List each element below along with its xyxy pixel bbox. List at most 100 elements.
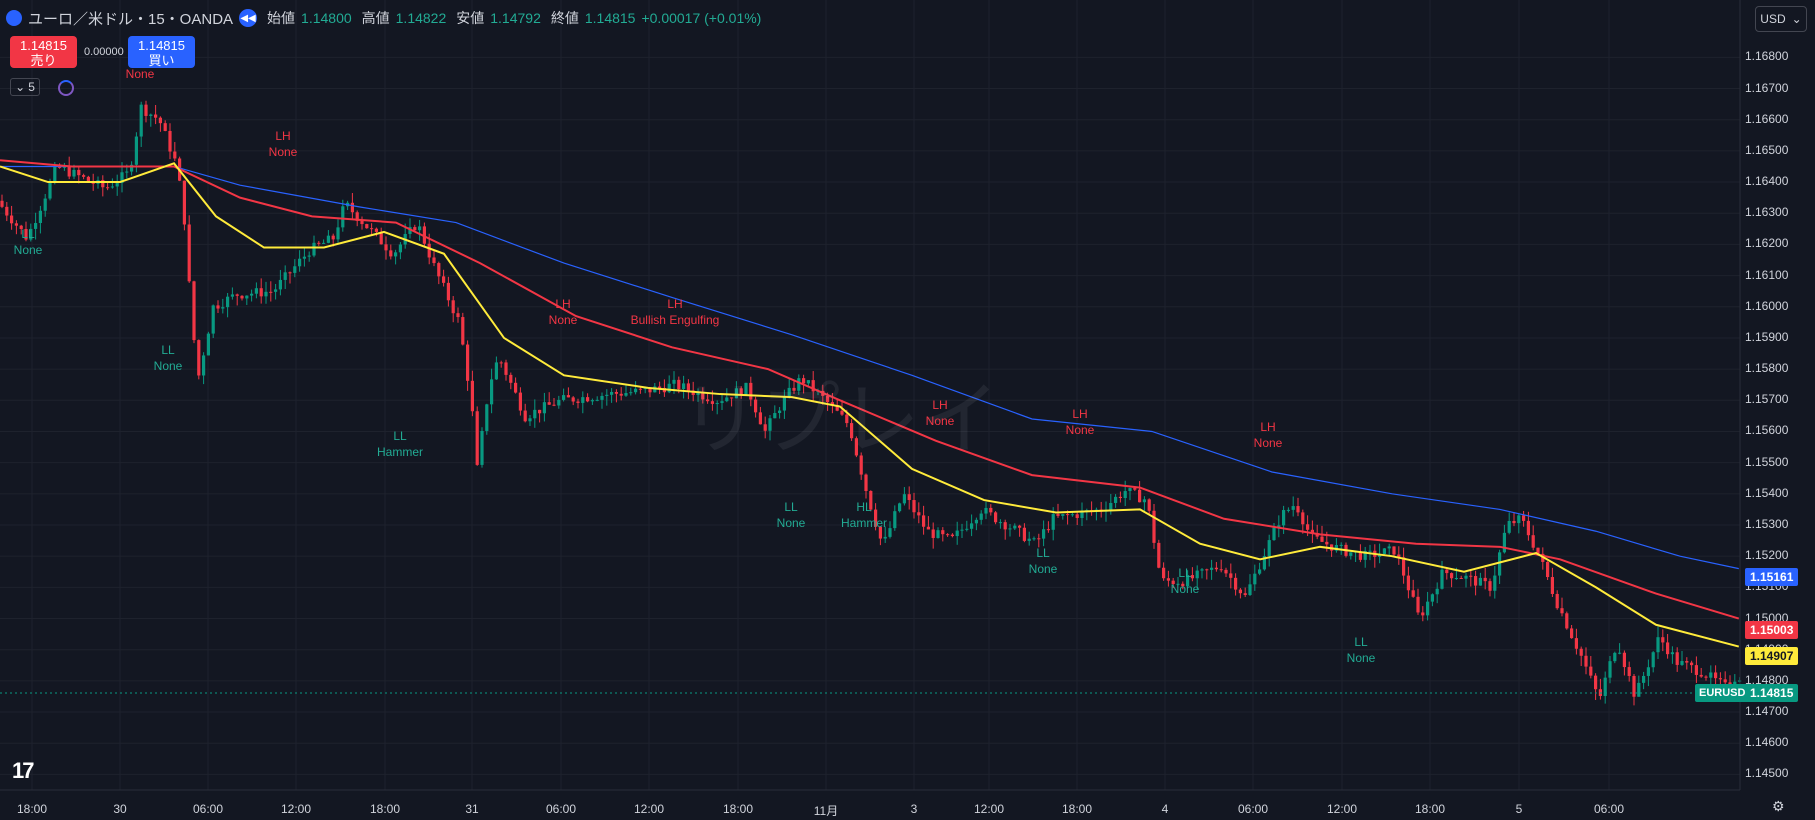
candle-body: [1502, 532, 1506, 553]
candle-body: [974, 519, 978, 524]
candle-body: [1704, 676, 1708, 678]
change-value: +0.00017 (+0.01%): [641, 10, 762, 26]
candle-body: [1205, 569, 1209, 571]
candle-body: [1440, 569, 1444, 589]
swing-pattern: None: [1346, 651, 1376, 665]
gear-icon[interactable]: ⚙: [1772, 798, 1785, 814]
swing-pattern: None: [1253, 436, 1283, 450]
candle-body: [1310, 529, 1314, 534]
candle-body: [197, 340, 201, 376]
tradingview-logo[interactable]: 17: [12, 758, 35, 783]
candle-body: [1368, 550, 1372, 552]
candle-body: [1181, 583, 1185, 587]
candle-body: [1709, 672, 1713, 678]
swing-type: LL: [784, 500, 798, 514]
low-label: 安値: [456, 10, 485, 26]
candle-body: [1142, 499, 1146, 503]
price-tick-label: 1.14800: [1745, 672, 1789, 687]
swing-label: LL None: [1347, 634, 1376, 666]
candle-body: [274, 289, 278, 292]
candle-body: [427, 243, 431, 258]
candle-body: [739, 388, 743, 396]
swing-label: LH None: [1066, 406, 1095, 438]
candle-body: [696, 392, 700, 395]
candle-body: [1008, 528, 1012, 530]
candle-body: [1363, 550, 1367, 560]
open-label: 始値: [267, 10, 296, 26]
swing-label-cut: None: [125, 67, 155, 81]
candle-body: [144, 104, 148, 116]
candle-body: [1301, 512, 1305, 525]
candle-body: [1176, 583, 1180, 585]
candle-body: [317, 242, 321, 244]
swing-type: LH: [1072, 407, 1088, 421]
replay-icon[interactable]: ◀◀: [239, 9, 258, 27]
sell-button[interactable]: 1.14815 売り: [10, 36, 77, 68]
candle-body: [1253, 573, 1257, 585]
candle-body: [1416, 596, 1420, 613]
candle-body: [470, 380, 474, 412]
candle-body: [1459, 577, 1463, 579]
candle-body: [960, 529, 964, 531]
symbol-flag-icon: [6, 10, 22, 26]
swing-type: LL: [1178, 566, 1192, 580]
candle-body: [422, 226, 426, 244]
currency-button[interactable]: USD ⌄: [1755, 6, 1807, 32]
time-tick-label: 06:00: [1237, 802, 1269, 816]
price-tick-label: 1.16700: [1745, 80, 1789, 95]
candle-body: [1646, 667, 1650, 676]
price-tick-label: 1.14700: [1745, 704, 1789, 719]
candle-body: [562, 395, 566, 400]
candle-body: [139, 104, 143, 137]
candle-body: [379, 231, 383, 245]
swing-pattern: None: [925, 414, 955, 428]
indicators-toggle[interactable]: ⌄ 5: [10, 78, 40, 96]
candle-body: [1037, 538, 1041, 540]
candle-body: [542, 402, 546, 414]
candle-body: [523, 410, 527, 422]
candle-body: [1661, 637, 1665, 643]
candle-body: [1046, 529, 1050, 531]
candle-body: [1013, 525, 1017, 529]
candle-body: [1579, 648, 1583, 656]
time-tick-label: 4: [1161, 802, 1169, 816]
candle-body: [1651, 652, 1655, 668]
candle-body: [518, 392, 522, 411]
candle-body: [624, 393, 628, 396]
candle-body: [1349, 552, 1353, 556]
swing-label: LH None: [549, 296, 578, 328]
candle-body: [1128, 488, 1132, 492]
candle-body: [984, 507, 988, 514]
sell-price: 1.14815: [20, 38, 67, 53]
price-tick-label: 1.14500: [1745, 766, 1789, 781]
swing-type: LL: [393, 429, 407, 443]
candle-body: [322, 242, 326, 244]
time-tick-label: 30: [113, 802, 127, 816]
candle-body: [461, 317, 465, 345]
buy-button[interactable]: 1.14815 買い: [128, 36, 195, 68]
candle-body: [989, 507, 993, 513]
candle-body: [528, 418, 532, 422]
candle-body: [931, 529, 935, 538]
candle-body: [221, 307, 225, 309]
candle-body: [1339, 544, 1343, 546]
candle-body: [1690, 662, 1694, 666]
candle-body: [0, 200, 4, 207]
candle-body: [1632, 675, 1636, 697]
candle-body: [768, 418, 772, 431]
candle-body: [38, 210, 42, 224]
candle-body: [1138, 489, 1142, 503]
open-value: 1.14800: [301, 10, 352, 26]
candle-body: [1022, 527, 1026, 541]
candle-body: [245, 295, 249, 299]
candle-body: [1070, 514, 1074, 516]
symbol-title[interactable]: ユーロ／米ドル・15・OANDA: [28, 10, 234, 28]
candle-body: [811, 380, 815, 392]
candle-body: [667, 383, 671, 393]
fast-ema-price-label: 1.14907: [1745, 647, 1799, 665]
swing-pattern: None: [776, 516, 806, 530]
close-label: 終値: [550, 10, 579, 26]
swing-label: LL None: [1029, 545, 1058, 577]
candle-body: [485, 404, 489, 431]
